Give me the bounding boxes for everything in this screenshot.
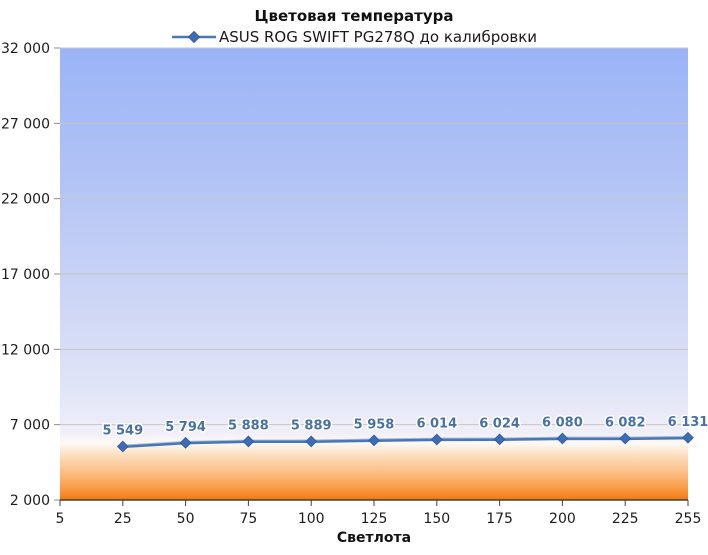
data-point-label: 5 889 (291, 418, 332, 433)
data-point-marker (368, 434, 380, 447)
y-tick-label: 27 000 (1, 116, 50, 132)
y-tick-label: 7 000 (10, 418, 50, 434)
data-point-label: 6 082 (605, 415, 646, 430)
x-tick-label: 150 (423, 511, 450, 527)
x-tick-label: 255 (675, 511, 702, 527)
data-point-label: 6 024 (479, 416, 520, 431)
data-point-label: 6 131 (668, 415, 708, 430)
data-point-marker (242, 435, 255, 448)
data-point-marker (493, 433, 506, 446)
x-tick-label: 125 (361, 511, 388, 527)
data-point-marker (619, 432, 632, 445)
x-tick-label: 5 (56, 511, 65, 527)
series-line (122, 436, 689, 449)
data-point-marker (556, 432, 569, 445)
x-tick-label: 50 (177, 511, 195, 527)
chart-title: Цветовая температура (254, 7, 454, 25)
y-tick-label: 32 000 (1, 41, 50, 57)
x-axis-title: Светлота (337, 530, 411, 546)
data-point-marker (682, 431, 694, 444)
x-tick-label: 25 (114, 511, 132, 527)
data-point-label: 5 549 (102, 424, 143, 439)
x-tick-label: 200 (549, 511, 576, 527)
data-point-label: 5 958 (354, 417, 395, 432)
data-point-label: 5 794 (165, 420, 206, 435)
y-tick-label: 12 000 (1, 342, 50, 358)
data-point-marker (305, 435, 318, 448)
y-tick-label: 2 000 (10, 493, 50, 509)
data-point-label: 6 080 (542, 416, 583, 431)
x-tick-label: 225 (612, 511, 639, 527)
series-marker-icon (171, 31, 216, 43)
y-tick-label: 22 000 (1, 192, 50, 208)
data-point-marker (179, 436, 192, 449)
data-point-marker (116, 440, 129, 453)
x-tick-label: 100 (298, 511, 325, 527)
y-tick-label: 17 000 (1, 267, 50, 283)
legend-series-label: ASUS ROG SWIFT PG278Q до калибровки (218, 28, 538, 46)
x-tick-label: 175 (486, 511, 513, 527)
data-point-marker (430, 433, 443, 446)
data-point-label: 5 888 (228, 418, 269, 433)
x-tick-label: 75 (239, 511, 257, 527)
legend: ASUS ROG SWIFT PG278Q до калибровки (0, 28, 708, 46)
series-line-highlight (122, 435, 689, 446)
data-point-label: 6 014 (416, 417, 457, 432)
